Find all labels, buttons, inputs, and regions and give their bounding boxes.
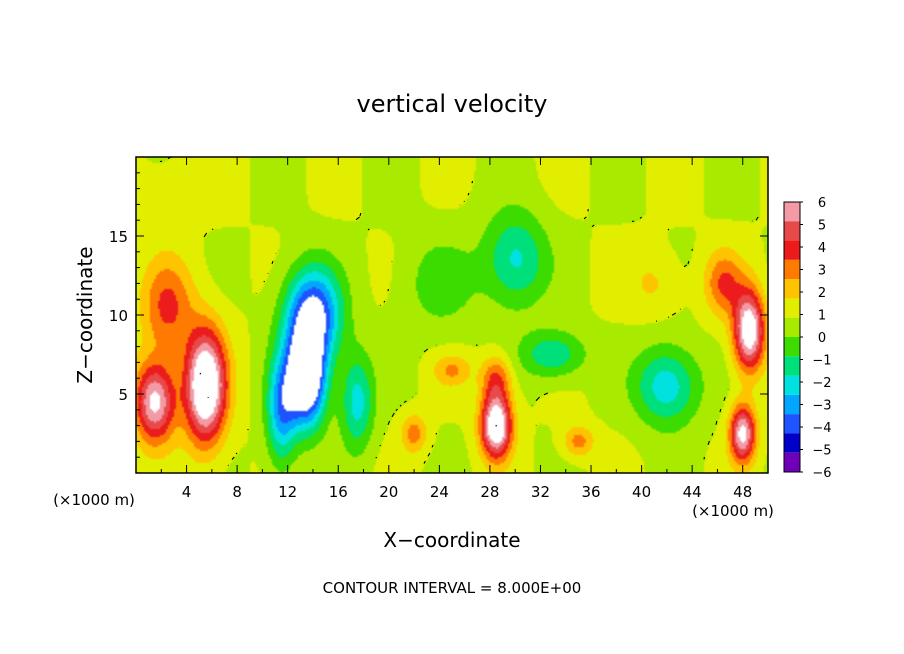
x-tick-label: 12 bbox=[278, 483, 297, 501]
colorbar-swatch bbox=[784, 240, 800, 260]
chart-title: vertical velocity bbox=[357, 90, 548, 118]
colorbar-tick-label: 6 bbox=[818, 196, 826, 211]
x-tick-label: 44 bbox=[683, 483, 702, 501]
y-axis-ticks: 5 10 15 bbox=[109, 172, 768, 458]
colorbar-swatch bbox=[784, 317, 800, 337]
x-tick-label: 28 bbox=[480, 483, 499, 501]
colorbar-swatch bbox=[784, 375, 800, 395]
colorbar-swatch bbox=[784, 356, 800, 376]
colorbar-labels: 6 5 4 3 2 1 0 −1 −2 −3 −4 −5 −6 bbox=[800, 196, 832, 481]
x-tick-label: 8 bbox=[232, 483, 242, 501]
colorbar-tick-label: 1 bbox=[818, 309, 826, 324]
x-axis-label: X−coordinate bbox=[383, 528, 520, 552]
colorbar-swatch bbox=[784, 298, 800, 318]
contour-interval-label: CONTOUR INTERVAL = 8.000E+00 bbox=[323, 579, 582, 597]
colorbar-tick-label: −1 bbox=[812, 354, 831, 369]
x-tick-label: 4 bbox=[182, 483, 192, 501]
colorbar-swatch bbox=[784, 337, 800, 357]
x-tick-label: 48 bbox=[733, 483, 752, 501]
x-tick-label: 24 bbox=[430, 483, 449, 501]
colorbar-tick-label: −5 bbox=[812, 444, 831, 459]
colorbar-tick-label: −6 bbox=[812, 466, 831, 481]
colorbar-tick-label: 4 bbox=[818, 241, 826, 256]
colorbar-tick-label: 2 bbox=[818, 286, 826, 301]
contour-zero bbox=[159, 156, 759, 466]
y-tick-label: 10 bbox=[109, 307, 128, 325]
colorbar-tick-label: −2 bbox=[812, 376, 831, 391]
colorbar-tick-label: −3 bbox=[812, 399, 831, 414]
colorbar-tick-label: −4 bbox=[812, 421, 831, 436]
colorbar-tick-label: 3 bbox=[818, 264, 826, 279]
colorbar bbox=[783, 201, 801, 473]
contour-level-8 bbox=[199, 372, 497, 427]
colorbar-swatch bbox=[784, 279, 800, 299]
x-tick-label: 16 bbox=[329, 483, 348, 501]
colorbar-swatch bbox=[784, 394, 800, 415]
contour-lines bbox=[159, 156, 759, 466]
colorbar-swatch bbox=[784, 221, 800, 241]
x-tick-label: 20 bbox=[379, 483, 398, 501]
x-unit-left: (×1000 m) bbox=[53, 491, 135, 509]
y-axis-label: Z−coordinate bbox=[73, 246, 97, 383]
x-unit-right: (×1000 m) bbox=[692, 502, 774, 520]
colorbar-swatch bbox=[784, 202, 800, 222]
y-tick-label: 15 bbox=[109, 228, 128, 246]
x-tick-label: 40 bbox=[632, 483, 651, 501]
colorbar-swatch bbox=[784, 414, 800, 434]
x-axis-ticks: 4 8 12 16 20 24 28 32 36 40 44 48 bbox=[160, 157, 769, 501]
colorbar-swatch bbox=[784, 433, 800, 453]
velocity-field bbox=[136, 157, 768, 473]
y-tick-label: 5 bbox=[118, 386, 128, 404]
colorbar-tick-label: 0 bbox=[818, 331, 826, 346]
x-tick-label: 32 bbox=[531, 483, 550, 501]
colorbar-swatch bbox=[784, 259, 800, 280]
colorbar-tick-label: 5 bbox=[818, 219, 826, 234]
plot-area bbox=[135, 156, 769, 474]
colorbar-swatch bbox=[784, 452, 800, 472]
x-tick-label: 36 bbox=[581, 483, 600, 501]
